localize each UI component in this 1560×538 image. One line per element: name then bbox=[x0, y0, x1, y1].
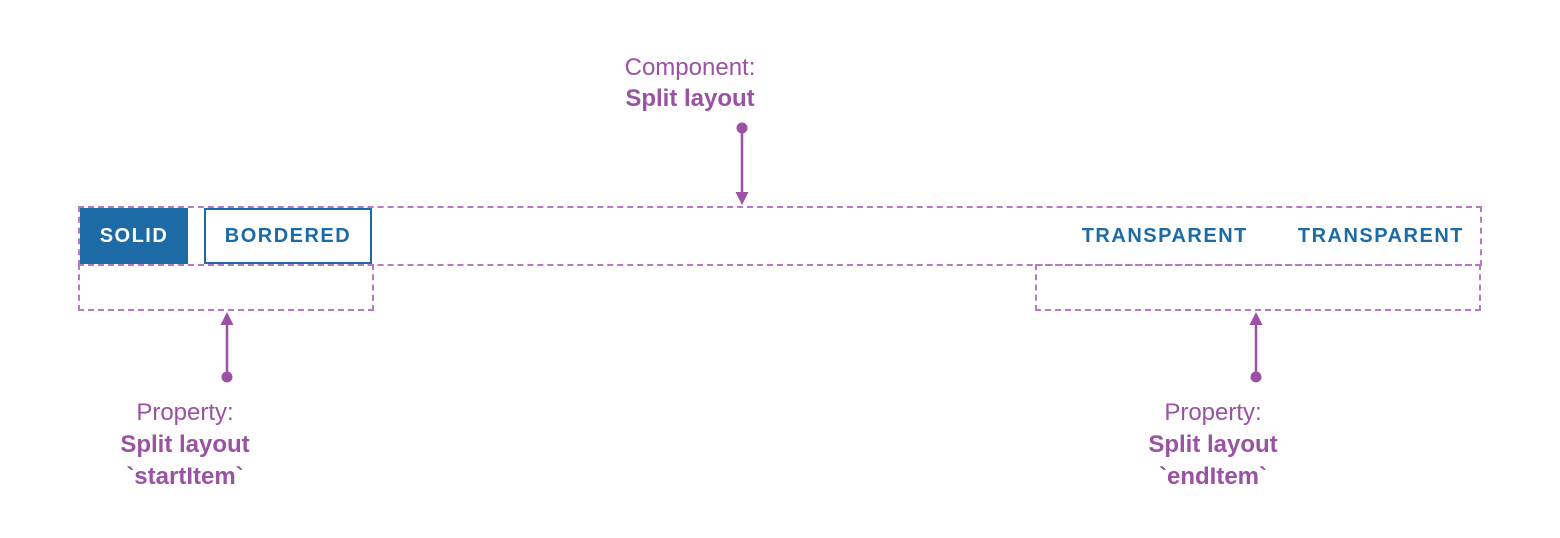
arrow-down-icon bbox=[735, 122, 749, 205]
end-item-highlight-box bbox=[1035, 264, 1481, 311]
end-property-prop: `endItem` bbox=[1159, 463, 1267, 490]
end-arrow-up-icon bbox=[1249, 312, 1263, 383]
end-property-component: Split layout bbox=[1148, 431, 1278, 458]
transparent-button-1[interactable]: TRANSPARENT bbox=[1081, 224, 1248, 247]
start-item-highlight-box bbox=[78, 264, 374, 311]
split-layout-spacer bbox=[372, 208, 1082, 264]
end-property-label: Property: bbox=[1164, 399, 1262, 426]
component-annotation-label: Component: bbox=[624, 54, 756, 81]
end-property-annotation: Property: Split layout `endItem` bbox=[1113, 397, 1313, 493]
bordered-button[interactable]: BORDERED bbox=[204, 208, 372, 264]
start-property-annotation: Property: Split layout `startItem` bbox=[85, 397, 285, 493]
transparent-button-2[interactable]: TRANSPARENT bbox=[1297, 224, 1464, 247]
component-annotation-name: Split layout bbox=[625, 85, 755, 112]
start-arrow-up-icon bbox=[220, 312, 234, 383]
start-property-label: Property: bbox=[136, 399, 234, 426]
component-annotation: Component: Split layout bbox=[590, 52, 790, 114]
solid-button[interactable]: SOLID bbox=[80, 208, 188, 264]
start-property-prop: `startItem` bbox=[126, 463, 244, 490]
start-property-component: Split layout bbox=[120, 431, 250, 458]
split-layout-component: SOLID BORDERED TRANSPARENT TRANSPARENT bbox=[78, 206, 1482, 266]
